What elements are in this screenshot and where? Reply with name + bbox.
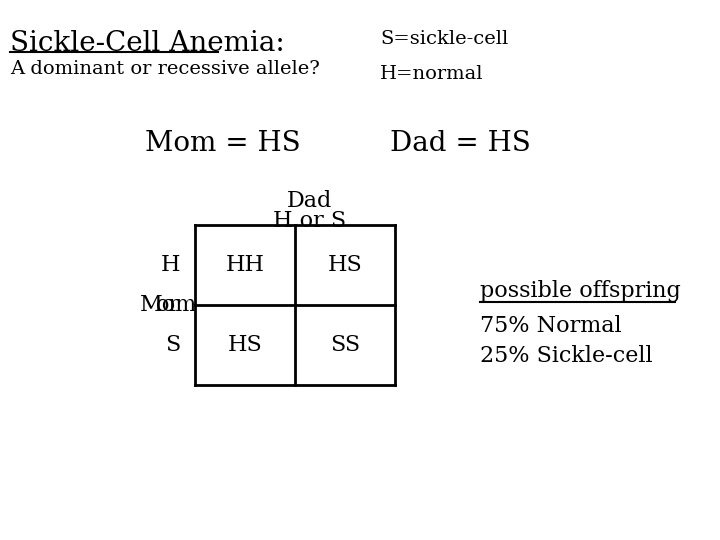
Text: or: or	[156, 294, 180, 316]
Text: A dominant or recessive allele?: A dominant or recessive allele?	[10, 60, 320, 78]
Text: Dad: Dad	[287, 190, 333, 212]
Text: HH: HH	[225, 254, 264, 276]
Text: Dad = HS: Dad = HS	[390, 130, 531, 157]
Text: H or S: H or S	[274, 210, 346, 232]
Text: H=normal: H=normal	[380, 65, 484, 83]
Text: Mom: Mom	[140, 294, 197, 316]
Text: HS: HS	[328, 254, 362, 276]
Text: H: H	[161, 254, 180, 276]
Text: 25% Sickle-cell: 25% Sickle-cell	[480, 345, 652, 367]
Text: possible offspring: possible offspring	[480, 280, 680, 302]
Text: S=sickle-cell: S=sickle-cell	[380, 30, 508, 48]
Text: S: S	[165, 334, 180, 356]
Text: SS: SS	[330, 334, 360, 356]
Text: HS: HS	[228, 334, 262, 356]
Text: Mom = HS: Mom = HS	[145, 130, 301, 157]
Text: Sickle-Cell Anemia:: Sickle-Cell Anemia:	[10, 30, 284, 57]
Text: 75% Normal: 75% Normal	[480, 315, 621, 337]
